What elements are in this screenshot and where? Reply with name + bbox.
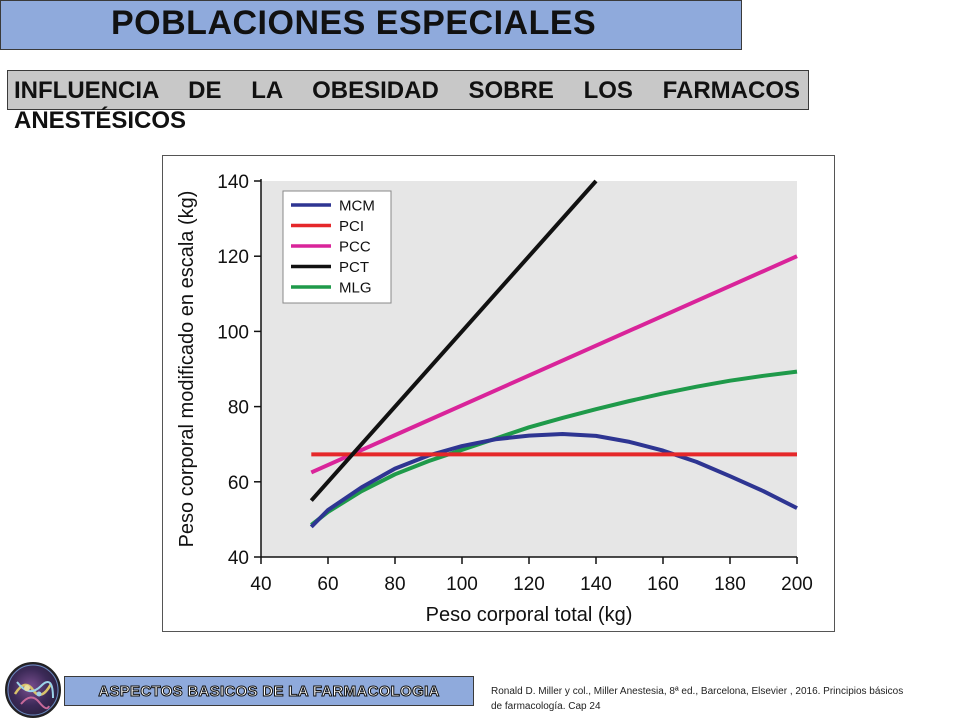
x-tick-label: 160	[647, 574, 679, 595]
y-tick-label: 100	[217, 322, 249, 343]
page-title: POBLACIONES ESPECIALES	[111, 4, 597, 42]
legend-label-pct: PCT	[339, 259, 369, 276]
legend-label-mcm: MCM	[339, 198, 375, 215]
series-line-pct	[309, 179, 598, 502]
citation-line-1: Ronald D. Miller y col., Miller Anestesi…	[491, 686, 904, 697]
y-tick-label: 120	[217, 247, 249, 268]
x-tick-label: 100	[446, 574, 478, 595]
x-axis-label: Peso corporal total (kg)	[426, 604, 633, 626]
citation-line-2: de farmacología. Cap 24	[491, 701, 601, 712]
footer-banner: ASPECTOS BASICOS DE LA FARMACOLOGIA	[64, 676, 474, 706]
line-chart: 40 60 80 100 120 140 40 60 80 100 120 140 160 180 200 P…	[176, 172, 813, 626]
logo	[5, 662, 61, 718]
legend-label-mlg: MLG	[339, 280, 372, 297]
y-tick-label: 60	[228, 473, 249, 494]
y-tick-label: 80	[228, 398, 249, 419]
subtitle-banner	[7, 70, 809, 110]
x-tick-label: 120	[513, 574, 545, 595]
x-tick-label: 140	[580, 574, 612, 595]
x-tick-label: 80	[384, 574, 405, 595]
x-tick-label: 180	[714, 574, 746, 595]
subtitle-line-2: ANESTÉSICOS	[14, 107, 187, 134]
y-tick-label: 40	[228, 548, 249, 569]
y-axis-label: Peso corporal modificado en escala (kg)	[176, 191, 198, 548]
y-tick-label: 140	[217, 172, 249, 193]
chart-frame: 40 60 80 100 120 140 40 60 80 100 120 140 160 180 200 P…	[162, 155, 835, 632]
legend-label-pcc: PCC	[339, 239, 371, 256]
series-line-mlg	[310, 369, 798, 527]
subtitle-line-1: INFLUENCIA DE LA OBESIDAD SOBRE LOS FARM…	[14, 77, 800, 104]
series-line-mcm	[309, 432, 798, 529]
legend-label-pci: PCI	[339, 218, 364, 235]
molecule-logo-icon	[7, 664, 59, 716]
x-tick-label: 200	[781, 574, 813, 595]
citation: Ronald D. Miller y col., Miller Anestesi…	[491, 684, 957, 714]
series-line-pcc	[310, 254, 798, 475]
x-tick-label: 60	[317, 574, 338, 595]
title-banner: POBLACIONES ESPECIALES	[0, 0, 742, 50]
footer-banner-label: ASPECTOS BASICOS DE LA FARMACOLOGIA	[98, 682, 440, 700]
x-tick-label: 40	[250, 574, 271, 595]
